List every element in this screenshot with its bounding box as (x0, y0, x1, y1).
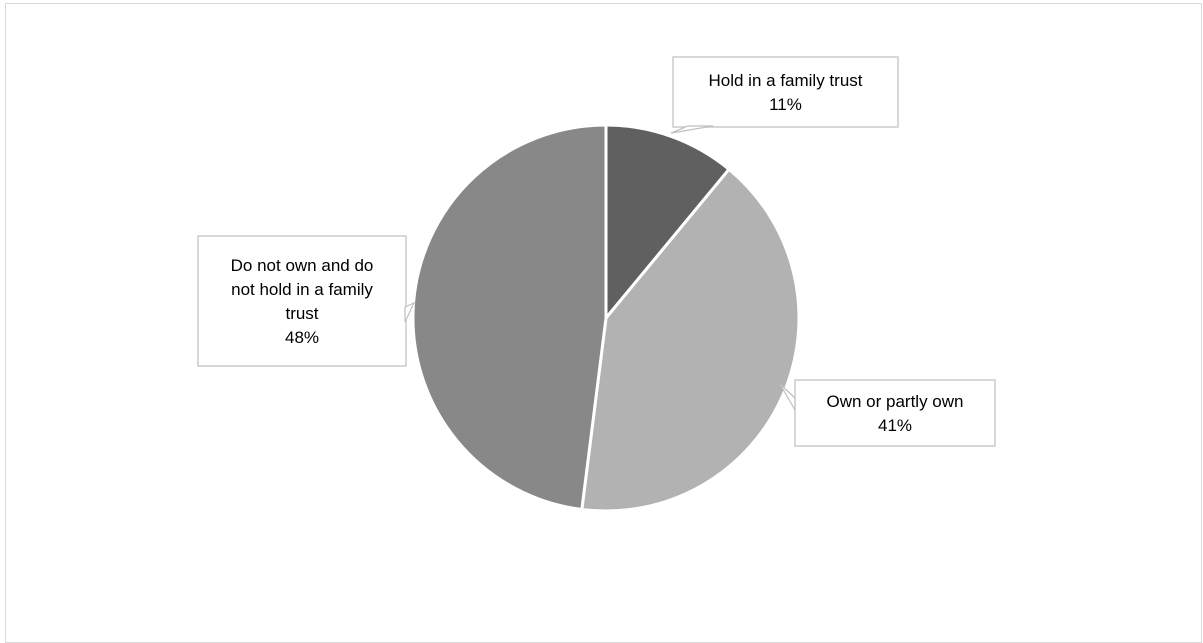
slice-category-label: Hold in a family trust (709, 71, 863, 90)
callout-pointer (779, 383, 796, 413)
slice-category-label: Own or partly own (827, 392, 964, 411)
pie-slice-family-trust (604, 123, 731, 320)
callout-pointer (670, 125, 714, 134)
slice-percent-label: 41% (878, 416, 912, 435)
pie-callouts: Hold in a family trust 11% Own or partly o… (197, 56, 996, 447)
pie-slice-own-or-partly-own (580, 167, 801, 513)
slice-percent-label: 48% (285, 328, 319, 347)
pie-slices (411, 123, 801, 513)
callout-box (672, 56, 899, 128)
callout-pointer (404, 301, 416, 323)
slice-category-label: Do not own and do (231, 256, 374, 275)
callout-box (197, 235, 407, 367)
pie-chart: Hold in a family trust 11% Own or partly o… (197, 56, 996, 513)
slice-category-label: trust (285, 304, 318, 323)
slice-percent-label: 11% (769, 95, 802, 114)
callout-box (794, 379, 996, 447)
callout-do-not-own: Do not own and do not hold in a family tru… (197, 235, 416, 367)
pie-slice-do-not-own (411, 123, 608, 511)
callout-family-trust: Hold in a family trust 11% (670, 56, 899, 134)
callout-own-or-partly-own: Own or partly own 41% (779, 379, 996, 447)
slice-category-label: not hold in a family (231, 280, 373, 299)
